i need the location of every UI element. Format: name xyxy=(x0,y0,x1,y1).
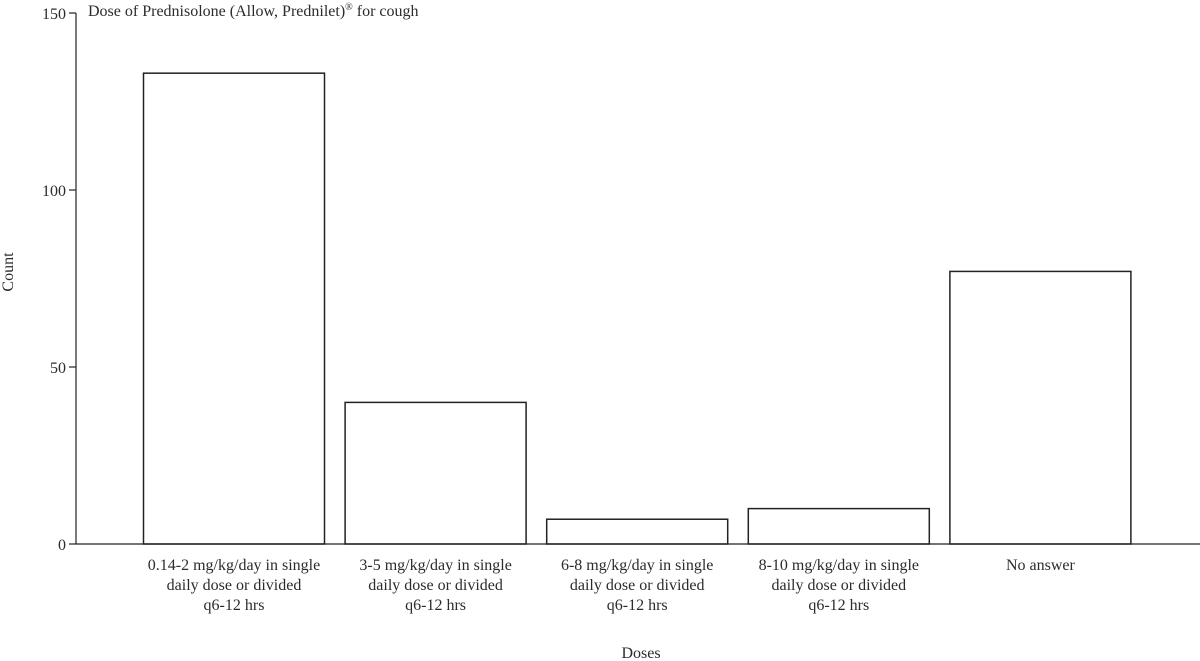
x-category-label-line: 8-10 mg/kg/day in single xyxy=(759,557,919,574)
x-category-label: 3-5 mg/kg/day in single daily dose or div… xyxy=(359,557,511,614)
y-tick-label: 150 xyxy=(42,6,66,23)
x-category-label: No answer xyxy=(1006,557,1076,574)
y-tick-label: 50 xyxy=(50,360,66,377)
y-tick-label: 0 xyxy=(58,537,66,554)
bar xyxy=(545,518,729,545)
x-category-label-line: q6-12 hrs xyxy=(607,597,668,614)
x-category-label-line: daily dose or divided xyxy=(368,577,503,594)
x-category-label-line: daily dose or divided xyxy=(771,577,906,594)
chart-title-main: Dose of Prednisolone (Allow, Prednilet) xyxy=(88,3,345,20)
y-axis-title: Count xyxy=(0,252,17,292)
chart-title-suffix: for cough xyxy=(353,3,419,20)
x-category-label-line: q6-12 hrs xyxy=(405,597,466,614)
bar xyxy=(142,72,326,545)
x-labels-group: 0.14-2 mg/kg/day in single daily dose or … xyxy=(148,557,1076,614)
bar xyxy=(344,401,527,545)
x-category-label: 8-10 mg/kg/day in single daily dose or di… xyxy=(759,557,919,614)
bar xyxy=(747,507,931,545)
x-category-label-line: 6-8 mg/kg/day in single xyxy=(561,557,713,574)
x-category-label-line: No answer xyxy=(1006,557,1076,574)
x-category-label-line: daily dose or divided xyxy=(570,577,705,594)
x-axis-title: Doses xyxy=(621,645,660,661)
y-tick-label: 100 xyxy=(42,183,66,200)
x-category-label: 0.14-2 mg/kg/day in single daily dose or … xyxy=(148,557,320,614)
x-category-label-line: 3-5 mg/kg/day in single xyxy=(359,557,511,574)
bar xyxy=(949,270,1132,545)
chart-title: Dose of Prednisolone (Allow, Prednilet)®… xyxy=(88,2,419,20)
x-category-label-line: q6-12 hrs xyxy=(204,597,265,614)
y-ticks-group: 0 50 100 150 xyxy=(42,6,76,554)
x-category-label-line: daily dose or divided xyxy=(167,577,302,594)
x-category-label: 6-8 mg/kg/day in single daily dose or div… xyxy=(561,557,713,614)
bars-group xyxy=(142,72,1132,545)
chart-title-registered-mark: ® xyxy=(345,2,353,13)
x-category-label-line: q6-12 hrs xyxy=(808,597,869,614)
x-category-label-line: 0.14-2 mg/kg/day in single xyxy=(148,557,320,574)
